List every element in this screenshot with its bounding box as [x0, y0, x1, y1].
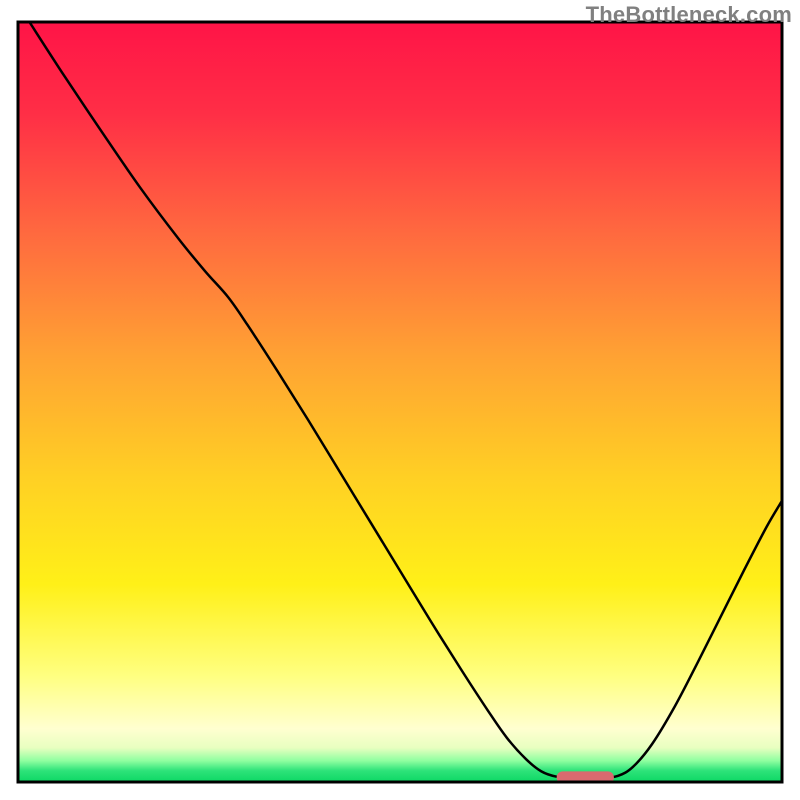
- chart-background: [18, 22, 782, 782]
- watermark-text: TheBottleneck.com: [586, 2, 792, 28]
- figure-stage: TheBottleneck.com: [0, 0, 800, 800]
- bottleneck-chart: [0, 0, 800, 800]
